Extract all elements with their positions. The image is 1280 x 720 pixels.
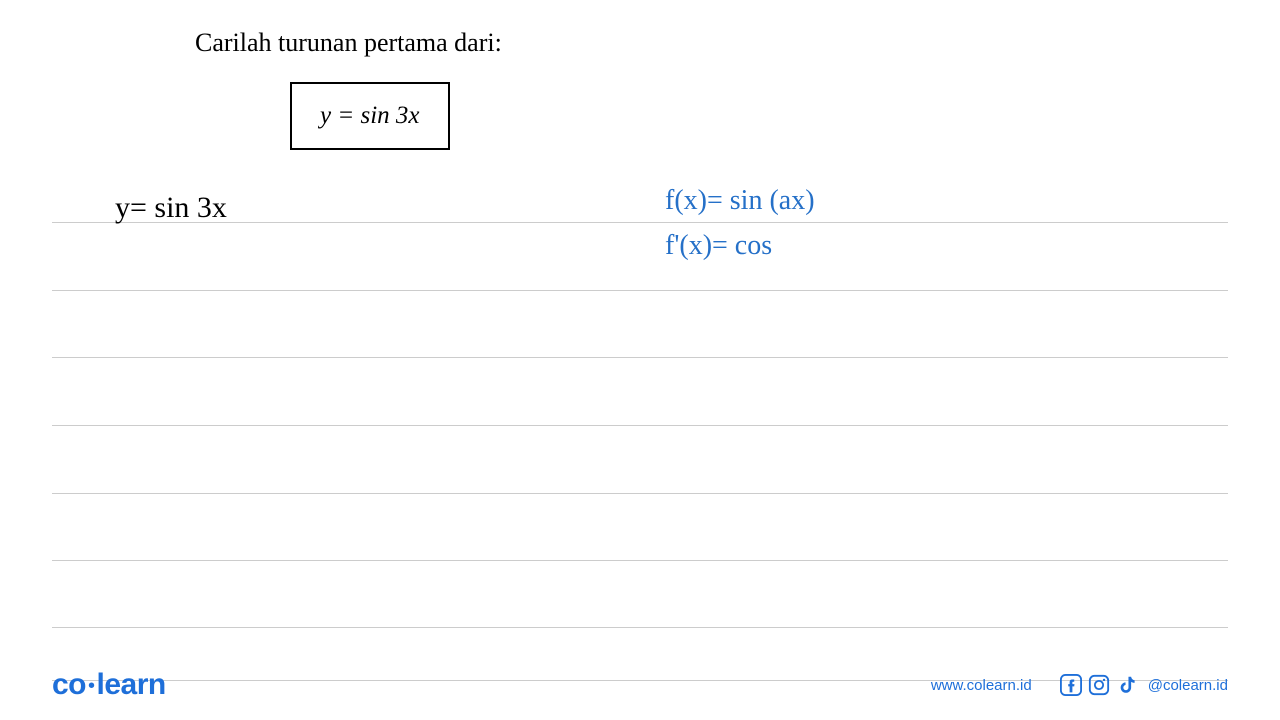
facebook-icon: [1060, 674, 1082, 696]
handwriting-right-2: f'(x)= cos: [665, 230, 772, 262]
logo: co•learn: [52, 668, 166, 702]
tiktok-icon: [1116, 674, 1138, 696]
paper-line: [52, 290, 1228, 291]
paper-line: [52, 560, 1228, 561]
footer: co•learn www.colearn.id @colearn.id: [0, 650, 1280, 720]
question-prompt: Carilah turunan pertama dari:: [195, 28, 1280, 58]
logo-learn: learn: [97, 668, 166, 701]
formula-text: y = sin 3x: [320, 102, 420, 129]
paper-line: [52, 357, 1228, 358]
website-url: www.colearn.id: [931, 677, 1032, 694]
handwriting-left: y= sin 3x: [115, 191, 227, 225]
paper-line: [52, 425, 1228, 426]
paper-line: [52, 493, 1228, 494]
logo-co: co: [52, 668, 86, 701]
footer-right: www.colearn.id @colearn.id: [931, 674, 1228, 696]
question-area: Carilah turunan pertama dari: y = sin 3x: [0, 0, 1280, 150]
logo-dot: •: [88, 675, 95, 697]
social-icons: @colearn.id: [1060, 674, 1228, 696]
lined-paper: y= sin 3x f(x)= sin (ax) f'(x)= cos: [0, 175, 1280, 650]
instagram-icon: [1088, 674, 1110, 696]
paper-line: [52, 222, 1228, 223]
formula-box: y = sin 3x: [290, 82, 450, 150]
social-handle: @colearn.id: [1148, 677, 1228, 694]
handwriting-right-1: f(x)= sin (ax): [665, 185, 815, 217]
paper-line: [52, 627, 1228, 628]
